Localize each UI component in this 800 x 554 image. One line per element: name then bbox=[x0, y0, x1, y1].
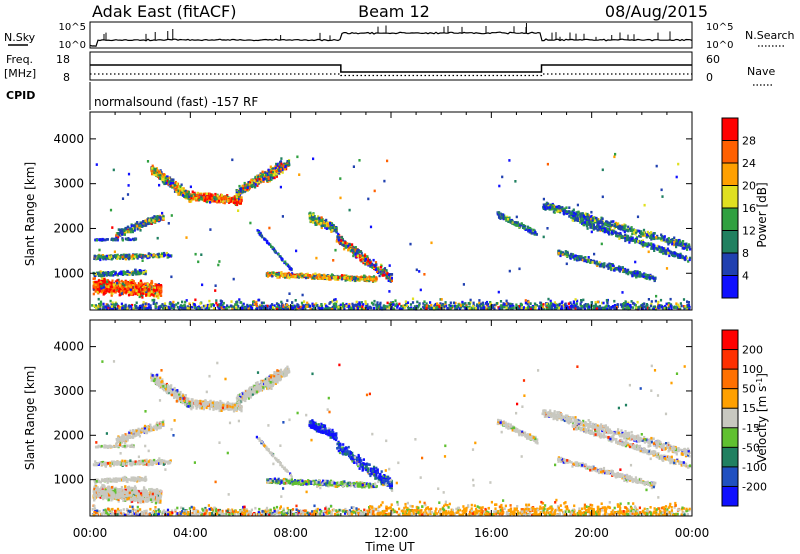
nsearch-tick-bottom: 10^0 bbox=[706, 40, 733, 51]
nave-trace bbox=[90, 73, 692, 77]
power-colorbar-swatch bbox=[722, 118, 738, 141]
x-axis-labels: 00:00 04:00 08:00 12:00 16:00 20:00 00:00 bbox=[73, 526, 710, 540]
power-scatter bbox=[91, 152, 692, 311]
x-tick-label: 00:00 bbox=[675, 526, 710, 540]
nsky-trace bbox=[89, 31, 693, 47]
velocity-colorbar-tick: 200 bbox=[742, 344, 763, 357]
freq-trace bbox=[90, 64, 692, 73]
power-colorbar-label: Power [dB] bbox=[755, 182, 769, 247]
velocity-colorbar-swatch bbox=[722, 427, 738, 448]
velocity-colorbar-tick: 100 bbox=[742, 363, 763, 376]
velocity-scatter bbox=[91, 360, 692, 517]
nsky-tick-bottom: 10^0 bbox=[59, 40, 86, 51]
power-y-tick-label: 3000 bbox=[53, 177, 84, 191]
power-colorbar-swatch bbox=[722, 163, 738, 186]
cpid-text: normalsound (fast) -157 RF bbox=[94, 95, 258, 109]
x-tick-label: 16:00 bbox=[474, 526, 509, 540]
velocity-colorbar-swatch bbox=[722, 388, 738, 409]
freq-label: Freq. bbox=[6, 53, 33, 66]
velocity-colorbar-label-sup: -1 bbox=[755, 378, 764, 386]
date-title: 08/Aug/2015 bbox=[605, 2, 708, 21]
velocity-colorbar-tick: -100 bbox=[742, 461, 767, 474]
power-colorbar-tick: 12 bbox=[742, 225, 756, 238]
velocity-y-tick-label: 1000 bbox=[53, 473, 84, 487]
velocity-y-axis: 1000 2000 3000 4000 bbox=[53, 340, 692, 487]
power-colorbar-tick: 8 bbox=[742, 247, 749, 260]
freq-panel: Freq. [MHz] 18 8 60 0 Nave bbox=[4, 51, 775, 86]
power-colorbar-tick: 24 bbox=[742, 157, 756, 170]
power-colorbar-swatch bbox=[722, 275, 738, 299]
power-panel: 1000 2000 3000 4000 Slant Range [km] bbox=[23, 111, 693, 311]
velocity-colorbar-label-end: ] bbox=[755, 373, 769, 378]
velocity-colorbar-swatch bbox=[722, 466, 738, 487]
nsky-tick-top: 10^5 bbox=[59, 22, 86, 33]
power-colorbar-swatch bbox=[722, 185, 738, 209]
nsearch-label: N.Search bbox=[745, 29, 795, 42]
velocity-y-label: Slant Range [km] bbox=[23, 366, 37, 470]
velocity-colorbar-swatch bbox=[722, 447, 738, 468]
velocity-colorbar-tick: 15 bbox=[742, 402, 756, 415]
beam-title: Beam 12 bbox=[358, 2, 430, 21]
power-y-axis: 1000 2000 3000 4000 bbox=[53, 132, 692, 280]
velocity-y-tick-label: 2000 bbox=[53, 428, 84, 442]
nave-label: Nave bbox=[747, 65, 775, 78]
velocity-colorbar-label-main: Velocity [m s bbox=[755, 386, 769, 463]
power-colorbar: 4 8 12 16 20 24 28 Power [dB] bbox=[721, 117, 769, 299]
nsky-label: N.Sky bbox=[4, 31, 36, 44]
nsky-spikes bbox=[103, 23, 671, 41]
x-tick-label: 00:00 bbox=[73, 526, 108, 540]
nave-tick-bottom: 0 bbox=[706, 71, 713, 84]
nave-tick-top: 60 bbox=[706, 53, 720, 66]
velocity-colorbar-tick: -15 bbox=[742, 422, 760, 435]
nsky-panel: N.Sky 10^5 10^0 10^5 10^0 N.Search bbox=[4, 21, 795, 51]
power-colorbar-tick: 20 bbox=[742, 180, 756, 193]
velocity-colorbar-swatch bbox=[722, 408, 738, 429]
velocity-panel: 1000 2000 3000 4000 Slant Range [km] bbox=[23, 319, 693, 517]
velocity-colorbar-swatch bbox=[722, 349, 738, 370]
power-colorbar-swatch bbox=[722, 140, 738, 164]
velocity-x-ticks bbox=[89, 320, 693, 516]
x-axis-title: Time UT bbox=[364, 540, 415, 554]
velocity-colorbar-tick: -50 bbox=[742, 441, 760, 454]
power-y-tick-label: 2000 bbox=[53, 221, 84, 235]
cpid-label: CPID bbox=[6, 89, 35, 102]
x-tick-label: 12:00 bbox=[374, 526, 409, 540]
x-tick-label: 04:00 bbox=[173, 526, 208, 540]
freq-unit-label: [MHz] bbox=[4, 67, 36, 80]
power-y-tick-label: 4000 bbox=[53, 132, 84, 146]
velocity-colorbar-tick: 50 bbox=[742, 383, 756, 396]
power-colorbar-tick: 28 bbox=[742, 135, 756, 148]
power-colorbar-tick: 16 bbox=[742, 202, 756, 215]
power-x-ticks bbox=[89, 112, 693, 310]
power-colorbar-swatch bbox=[722, 230, 738, 254]
x-tick-label: 08:00 bbox=[273, 526, 308, 540]
velocity-colorbar-tick: -200 bbox=[742, 480, 767, 493]
velocity-y-tick-label: 3000 bbox=[53, 384, 84, 398]
velocity-colorbar-swatch bbox=[722, 369, 738, 390]
velocity-colorbar: 200 100 50 15 -15 -50 -100 -200 Velocity [m s-1… bbox=[721, 329, 769, 507]
velocity-colorbar-label: Velocity [m s-1] bbox=[755, 373, 769, 463]
velocity-colorbar-swatch bbox=[722, 486, 738, 507]
x-tick-label: 20:00 bbox=[574, 526, 609, 540]
nsearch-tick-top: 10^5 bbox=[706, 22, 733, 33]
velocity-colorbar-swatch bbox=[722, 330, 738, 350]
power-colorbar-tick: 4 bbox=[742, 270, 749, 283]
power-y-tick-label: 1000 bbox=[53, 266, 84, 280]
freq-tick-top: 18 bbox=[56, 53, 70, 66]
freq-tick-bottom: 8 bbox=[63, 71, 70, 84]
power-colorbar-swatch bbox=[722, 208, 738, 231]
power-colorbar-swatch bbox=[722, 253, 738, 276]
power-y-label: Slant Range [km] bbox=[23, 162, 37, 266]
station-title: Adak East (fitACF) bbox=[92, 2, 236, 21]
velocity-y-tick-label: 4000 bbox=[53, 340, 84, 354]
